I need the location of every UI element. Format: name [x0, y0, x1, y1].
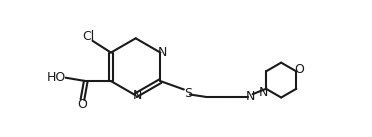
Text: N: N — [246, 90, 255, 103]
Text: S: S — [184, 87, 192, 100]
Text: N: N — [157, 46, 167, 59]
Text: O: O — [77, 98, 87, 111]
Text: O: O — [295, 63, 305, 76]
Text: HO: HO — [46, 71, 66, 84]
Text: N: N — [133, 89, 142, 102]
Text: N: N — [259, 86, 268, 99]
Text: Cl: Cl — [82, 30, 94, 43]
